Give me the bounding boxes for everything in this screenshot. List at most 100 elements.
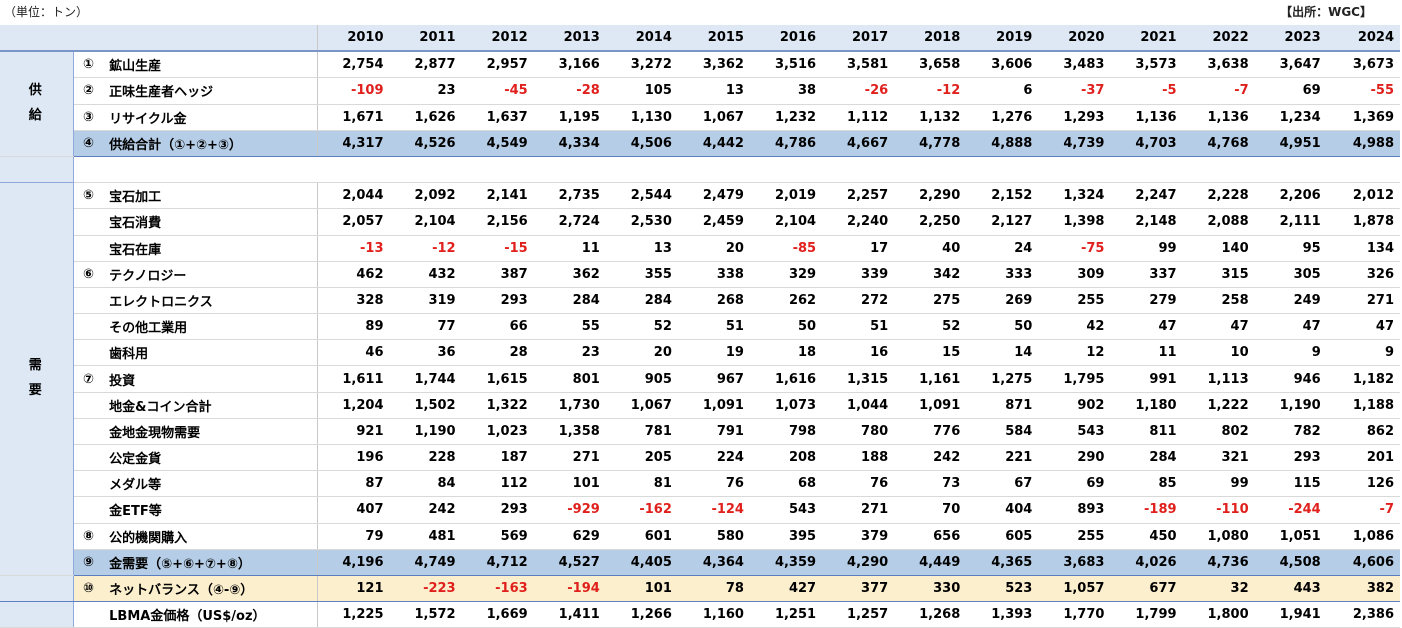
value-cell: 1,315 [822, 365, 895, 393]
value-cell: 4,527 [533, 548, 606, 576]
value-cell: 333 [966, 261, 1039, 288]
value-cell: 2,104 [749, 208, 823, 236]
value-cell: 3,581 [822, 51, 895, 79]
value-cell: 78 [677, 574, 750, 603]
value-cell: 4,778 [894, 129, 967, 157]
value-cell: 811 [1110, 418, 1183, 446]
value-cell: 1,086 [1326, 523, 1400, 550]
value-cell: -163 [461, 574, 534, 603]
value-cell: 284 [1110, 444, 1183, 472]
value-cell: -12 [894, 77, 967, 105]
table-row: 歯科用 46 36 28 23 20 19 18 16 15 14 12 11 10 9 9 [0, 339, 1400, 367]
year-header: 2016 [749, 25, 823, 53]
row-label: 供給合計（①+②+③） [103, 129, 318, 157]
value-cell: 262 [749, 287, 823, 315]
value-cell: 52 [605, 313, 678, 341]
value-cell: 2,530 [605, 208, 678, 236]
table-row: ③ リサイクル金 1,671 1,626 1,637 1,195 1,130 1,067 1,2… [0, 104, 1400, 131]
value-cell: 55 [533, 313, 606, 341]
value-cell: 50 [966, 313, 1039, 341]
value-cell: 18 [749, 339, 823, 367]
row-label: 地金&コイン合計 [103, 392, 318, 419]
value-cell: 47 [1326, 313, 1400, 341]
row-number-mark [73, 235, 104, 262]
row-label: リサイクル金 [103, 104, 318, 131]
value-cell: 967 [677, 365, 750, 393]
value-cell: 2,148 [1110, 208, 1183, 236]
value-cell: 205 [605, 444, 678, 472]
row-number-mark [73, 496, 104, 524]
value-cell: 242 [389, 496, 462, 524]
row-number-mark: ⑤ [73, 182, 104, 210]
value-cell: 569 [461, 523, 534, 550]
year-header: 2012 [461, 25, 534, 53]
row-label: 正味生産者ヘッジ [103, 77, 318, 105]
value-cell: 36 [389, 339, 462, 367]
value-cell: 2,152 [966, 182, 1039, 210]
value-cell: 2,104 [389, 208, 462, 236]
value-cell: 4,951 [1254, 129, 1327, 157]
value-cell: 677 [1110, 574, 1183, 603]
value-cell: 1,180 [1110, 392, 1183, 419]
value-cell: 46 [317, 339, 390, 367]
year-header: 2014 [605, 25, 678, 53]
value-cell: 2,957 [461, 51, 534, 79]
value-cell: 2,459 [677, 208, 750, 236]
table-row: ⑥ テクノロジー 462 432 387 362 355 338 329 339 342 333 309… [0, 261, 1400, 288]
spacer-row [0, 156, 1400, 184]
value-cell: 862 [1326, 418, 1400, 446]
value-cell: 3,606 [966, 51, 1039, 79]
row-label: 宝石在庫 [103, 235, 318, 262]
value-cell: 1,160 [677, 601, 750, 628]
value-cell: 17 [822, 235, 895, 262]
value-cell: 4,196 [317, 548, 390, 576]
value-cell: 1,358 [533, 418, 606, 446]
value-cell: -37 [1038, 77, 1111, 105]
value-cell: 101 [533, 470, 606, 498]
row-label: 歯科用 [103, 339, 318, 367]
row-label: 投資 [103, 365, 318, 393]
value-cell: 66 [461, 313, 534, 341]
value-cell: 2,127 [966, 208, 1039, 236]
value-cell: 4,365 [966, 548, 1039, 576]
value-cell: -189 [1110, 496, 1183, 524]
value-cell: 13 [605, 235, 678, 262]
value-cell: 4,290 [822, 548, 895, 576]
value-cell: 902 [1038, 392, 1111, 419]
value-cell: 798 [749, 418, 823, 446]
value-cell: 290 [1038, 444, 1111, 472]
value-cell: 2,257 [822, 182, 895, 210]
value-cell: 443 [1254, 574, 1327, 603]
value-cell: 196 [317, 444, 390, 472]
value-cell: 89 [317, 313, 390, 341]
table-row: 宝石消費 2,057 2,104 2,156 2,724 2,530 2,459 2,104 2… [0, 208, 1400, 236]
value-cell: 543 [749, 496, 823, 524]
value-cell: 1,112 [822, 104, 895, 131]
value-cell: 269 [966, 287, 1039, 315]
table-row: ② 正味生産者ヘッジ -109 23 -45 -28 105 13 38 -26 -12 6 -37 -5… [0, 77, 1400, 105]
value-cell: 2,735 [533, 182, 606, 210]
value-cell: 84 [389, 470, 462, 498]
value-cell: 1,130 [605, 104, 678, 131]
row-number-mark: ③ [73, 104, 104, 131]
value-cell: 1,398 [1038, 208, 1111, 236]
value-cell: 2,019 [749, 182, 823, 210]
value-cell: 67 [966, 470, 1039, 498]
value-cell: -28 [533, 77, 606, 105]
value-cell: 871 [966, 392, 1039, 419]
value-cell: 249 [1254, 287, 1327, 315]
row-number-mark [73, 444, 104, 472]
value-cell: 781 [605, 418, 678, 446]
table-row: 金地金現物需要 921 1,190 1,023 1,358 781 791 798 780 776… [0, 418, 1400, 446]
value-cell: 1,225 [317, 601, 390, 628]
value-cell: 4,449 [894, 548, 967, 576]
row-number-mark: ④ [73, 129, 104, 157]
value-cell: 1,204 [317, 392, 390, 419]
value-cell: 1,113 [1182, 365, 1255, 393]
value-cell: 656 [894, 523, 967, 550]
value-cell: 42 [1038, 313, 1111, 341]
year-header: 2011 [389, 25, 462, 53]
value-cell: 9 [1326, 339, 1400, 367]
value-cell: 271 [822, 496, 895, 524]
row-number-mark [73, 470, 104, 498]
